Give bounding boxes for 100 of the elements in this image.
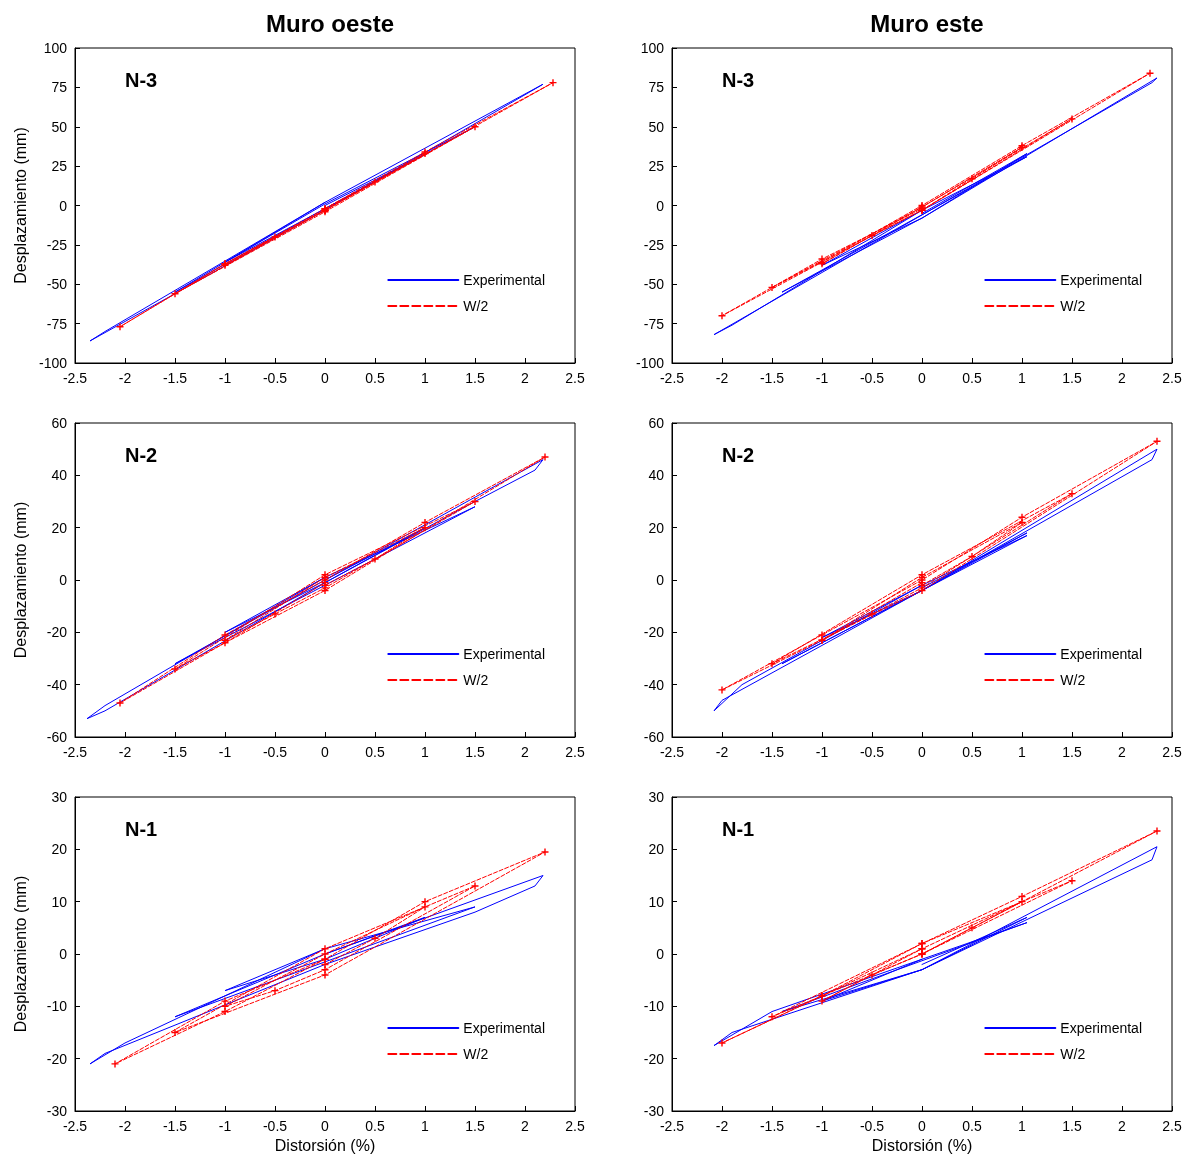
x-tick-label: -1 [815, 370, 829, 386]
legend-label: W/2 [463, 672, 489, 688]
x-tick-label: 1 [1018, 370, 1027, 386]
x-tick-label: 0 [321, 1118, 330, 1134]
x-tick-label: -2.5 [659, 744, 685, 760]
y-tick-label: -60 [643, 729, 665, 745]
y-tick-label: -20 [46, 624, 68, 641]
x-tick-label: 1.5 [1062, 370, 1082, 386]
annotation: N-3 [722, 69, 755, 91]
y-tick-label: 0 [59, 572, 68, 588]
x-tick-label: 1.5 [1062, 744, 1082, 760]
y-tick-label: -20 [643, 624, 665, 641]
y-tick-label: 60 [51, 415, 68, 431]
y-tick-label: 75 [648, 79, 665, 96]
legend-label: W/2 [1060, 1046, 1086, 1062]
legend-label: Experimental [1060, 1020, 1142, 1036]
x-tick-label: 2.5 [1162, 370, 1182, 386]
x-tick-label: 2 [1118, 370, 1127, 386]
annotation: N-3 [125, 69, 158, 91]
y-tick-label: -40 [643, 676, 665, 693]
x-tick-label: -1 [218, 370, 232, 386]
x-tick-label: -1.5 [759, 370, 785, 386]
x-tick-label: -2 [715, 370, 729, 386]
x-tick-label: -1 [815, 1118, 829, 1134]
annotation: N-2 [125, 444, 158, 466]
x-tick-label: -2 [118, 370, 132, 386]
x-tick-label: 2 [521, 370, 530, 386]
x-tick-label: 2 [1118, 1118, 1127, 1134]
y-tick-label: 20 [51, 841, 68, 858]
y-tick-label: 60 [648, 415, 665, 431]
legend-label: Experimental [463, 1020, 545, 1036]
x-tick-label: -2.5 [659, 1118, 685, 1134]
y-tick-label: 20 [648, 841, 665, 858]
legend-label: W/2 [463, 298, 489, 314]
x-tick-label: 1 [421, 1118, 430, 1134]
x-tick-label: 0.5 [962, 1118, 982, 1134]
annotation: N-2 [722, 444, 755, 466]
legend-label: Experimental [463, 272, 545, 288]
y-axis-title: Desplazamiento (mm) [11, 501, 29, 659]
x-tick-label: 2.5 [565, 744, 585, 760]
y-tick-label: -10 [46, 998, 68, 1015]
y-tick-label: -25 [46, 236, 68, 253]
annotation: N-1 [125, 818, 158, 840]
y-tick-label: 100 [640, 40, 665, 56]
x-tick-label: 0 [321, 370, 330, 386]
x-tick-label: -0.5 [859, 370, 885, 386]
x-tick-label: -1.5 [162, 370, 188, 386]
y-tick-label: 25 [51, 158, 68, 175]
chart-title: Muro oeste [265, 9, 395, 37]
legend-label: Experimental [463, 646, 545, 662]
x-tick-label: -0.5 [262, 370, 288, 386]
legend-label: Experimental [1060, 646, 1142, 662]
y-tick-label: -50 [643, 276, 665, 293]
legend-label: W/2 [1060, 298, 1086, 314]
x-tick-label: 1.5 [465, 744, 485, 760]
y-tick-label: -60 [46, 729, 68, 745]
x-axis-title: Distorsión (%) [274, 1137, 376, 1155]
x-tick-label: -1 [218, 1118, 232, 1134]
y-tick-label: 50 [648, 118, 665, 135]
x-tick-label: 2.5 [1162, 744, 1182, 760]
x-tick-label: -1.5 [162, 1118, 188, 1134]
y-tick-label: -50 [46, 276, 68, 293]
x-tick-label: -2.5 [62, 744, 88, 760]
x-tick-label: 1 [1018, 744, 1027, 760]
x-tick-label: 2 [1118, 744, 1127, 760]
y-tick-label: 100 [43, 40, 68, 56]
x-tick-label: 2.5 [1162, 1118, 1182, 1134]
y-tick-label: 30 [648, 789, 665, 805]
y-tick-label: 20 [51, 519, 68, 536]
legend-label: Experimental [1060, 272, 1142, 288]
x-tick-label: -2 [715, 1118, 729, 1134]
y-tick-label: 0 [656, 946, 665, 962]
x-tick-label: 0 [918, 370, 927, 386]
y-tick-label: -100 [38, 355, 68, 371]
x-tick-label: -1.5 [759, 1118, 785, 1134]
y-tick-label: 30 [51, 789, 68, 805]
x-tick-label: 0 [918, 1118, 927, 1134]
x-tick-label: 0.5 [962, 744, 982, 760]
x-tick-label: 0.5 [365, 370, 385, 386]
x-tick-label: -1 [815, 744, 829, 760]
x-tick-label: 0.5 [962, 370, 982, 386]
y-tick-label: -100 [635, 355, 665, 371]
x-tick-label: -2.5 [62, 1118, 88, 1134]
y-tick-label: 20 [648, 519, 665, 536]
y-tick-label: -40 [46, 676, 68, 693]
annotation: N-1 [722, 818, 755, 840]
y-axis-title: Desplazamiento (mm) [11, 875, 29, 1033]
x-tick-label: 1 [421, 370, 430, 386]
y-tick-label: -30 [46, 1103, 68, 1119]
legend-label: W/2 [463, 1046, 489, 1062]
x-tick-label: 1 [1018, 1118, 1027, 1134]
y-tick-label: 0 [656, 572, 665, 588]
x-tick-label: 0.5 [365, 744, 385, 760]
y-tick-label: -30 [643, 1103, 665, 1119]
y-tick-label: 0 [59, 197, 68, 214]
x-tick-label: 1.5 [1062, 1118, 1082, 1134]
x-tick-label: 2 [521, 1118, 530, 1134]
x-tick-label: -2.5 [62, 370, 88, 386]
x-tick-label: 1.5 [465, 370, 485, 386]
y-tick-label: 25 [648, 158, 665, 175]
